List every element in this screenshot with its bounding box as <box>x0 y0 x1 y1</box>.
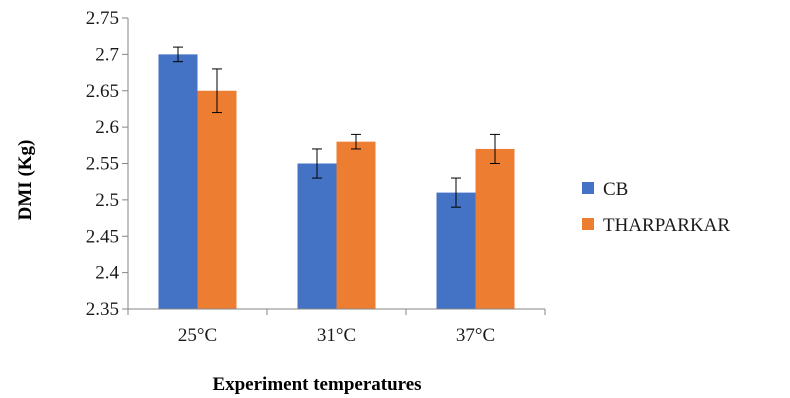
legend-swatch-cb <box>582 182 594 194</box>
legend: CB THARPARKAR <box>582 179 730 236</box>
legend-label-cb: CB <box>603 179 628 200</box>
x-category-label: 25°C <box>178 325 217 346</box>
y-axis-title: DMI (Kg) <box>15 140 36 221</box>
bar-cb <box>158 54 198 309</box>
y-tick-label: 2.55 <box>86 154 119 175</box>
y-tick-label: 2.45 <box>86 226 119 247</box>
y-tick-label: 2.75 <box>86 8 119 29</box>
y-tick-label: 2.7 <box>95 44 119 65</box>
y-tick-label: 2.6 <box>95 117 119 138</box>
y-axis-ticks: 2.35 2.4 2.45 2.5 2.55 2.6 2.65 2.7 2.75 <box>86 8 128 320</box>
bars-group <box>158 54 515 309</box>
legend-swatch-tharparkar <box>582 218 594 230</box>
bar-tharparkar <box>197 90 237 309</box>
y-tick-label: 2.4 <box>95 263 119 284</box>
bar-cb <box>436 192 476 309</box>
bar-tharparkar <box>475 148 515 309</box>
x-axis-title: Experiment temperatures <box>212 374 421 395</box>
y-tick-label: 2.65 <box>86 81 119 102</box>
bar-cb <box>297 163 337 309</box>
legend-label-tharparkar: THARPARKAR <box>603 215 730 236</box>
x-category-label: 37°C <box>456 325 495 346</box>
y-tick-label: 2.5 <box>95 190 119 211</box>
axes-group <box>127 18 546 315</box>
error-bars-group <box>173 46 500 208</box>
bar-tharparkar <box>336 141 376 309</box>
x-category-label: 31°C <box>317 325 356 346</box>
category-labels: 25°C 31°C 37°C <box>178 325 495 346</box>
y-tick-label: 2.35 <box>86 299 119 320</box>
